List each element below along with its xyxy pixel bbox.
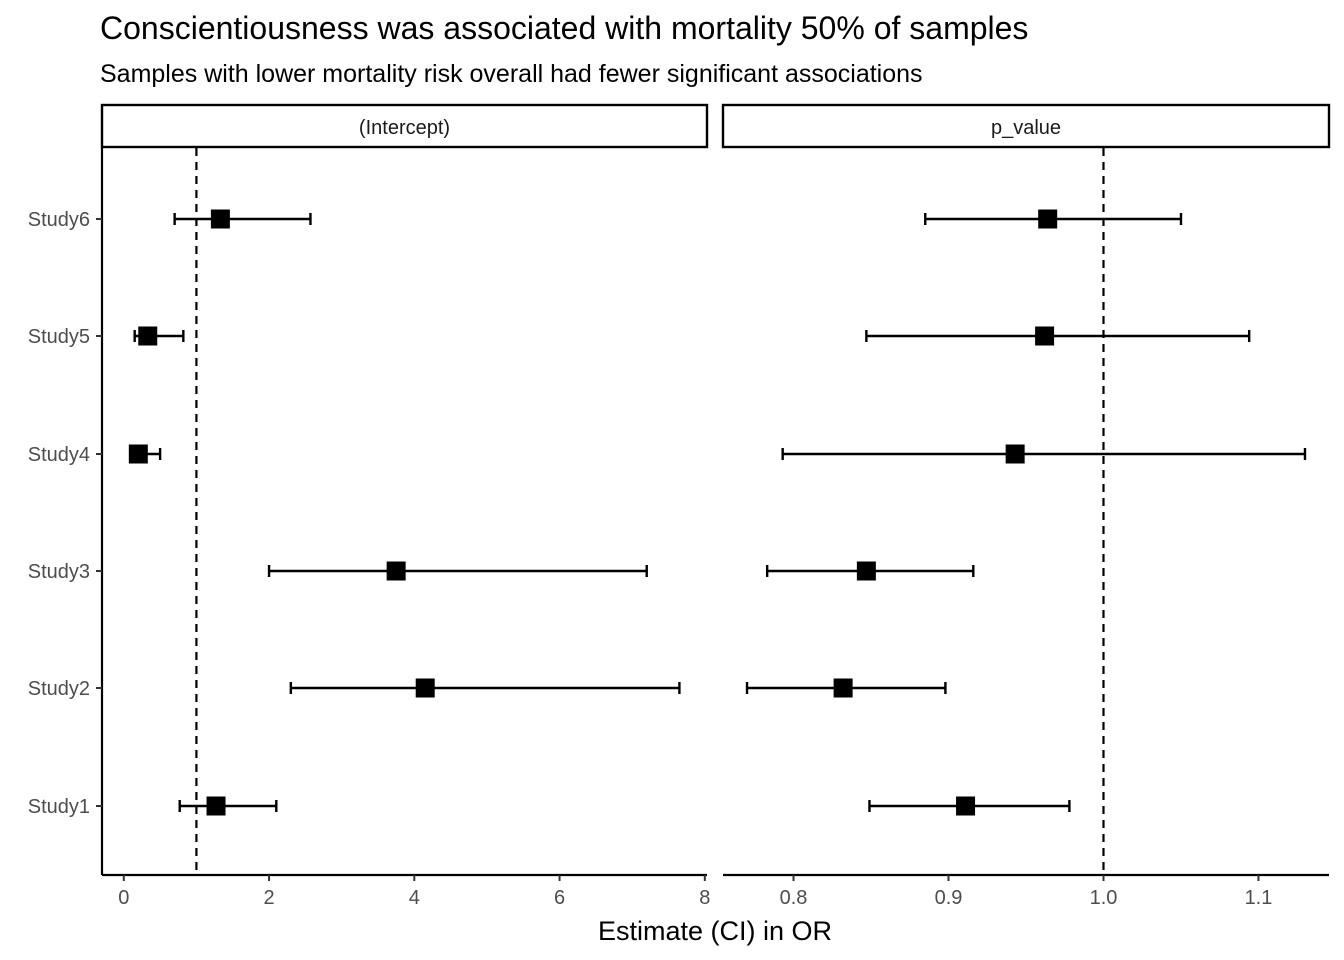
point-study2 (289, 678, 681, 698)
panel-2: p_value 0.8 0.9 1.0 1.1 (721, 103, 1331, 909)
x-axis-title: Estimate (CI) in OR (598, 916, 832, 946)
strip-box (721, 103, 1331, 149)
y-axis: Study1 Study2 Study3 Study4 Study5 Study6 (28, 148, 104, 875)
panel-1: (Intercept) 0 2 4 6 8 (100, 103, 710, 909)
estimate-marker (210, 209, 230, 229)
y-tick-label: Study6 (28, 209, 90, 231)
point-study6 (173, 209, 312, 229)
estimate-marker (206, 796, 226, 816)
panels: (Intercept) 0 2 4 6 8 p_value 0.8 0.9 1.0 1.1 (100, 103, 1331, 909)
x-tick-label: 0.9 (935, 887, 963, 909)
point-study4 (781, 444, 1307, 464)
point-study3 (765, 561, 975, 581)
point-study3 (267, 561, 648, 581)
y-tick-label: Study2 (28, 678, 90, 700)
estimate-marker (856, 561, 876, 581)
point-study5 (865, 326, 1251, 346)
estimate-marker (128, 444, 148, 464)
x-tick-label: 8 (699, 887, 710, 909)
estimate-marker (1038, 209, 1058, 229)
x-tick-label: 1.1 (1245, 887, 1273, 909)
strip-box (100, 103, 709, 149)
y-tick-label: Study3 (28, 561, 90, 583)
point-study4 (128, 444, 162, 464)
chart-title: Conscientiousness was associated with mo… (100, 10, 1028, 46)
point-study2 (745, 678, 947, 698)
y-tick-label: Study1 (28, 796, 90, 818)
point-study6 (924, 209, 1183, 229)
y-tick-label: Study4 (28, 444, 90, 466)
strip-label: p_value (991, 117, 1061, 139)
strip-label: (Intercept) (359, 117, 450, 139)
estimate-marker (138, 326, 158, 346)
point-study1 (868, 796, 1071, 816)
chart-subtitle: Samples with lower mortality risk overal… (100, 60, 923, 88)
x-tick-label: 1.0 (1090, 887, 1118, 909)
estimate-marker (1035, 326, 1055, 346)
estimate-marker (1005, 444, 1025, 464)
estimate-marker (833, 678, 853, 698)
point-study1 (178, 796, 278, 816)
x-tick-label: 2 (263, 887, 274, 909)
x-tick-label: 0 (118, 887, 129, 909)
estimate-marker (386, 561, 406, 581)
x-tick-label: 6 (554, 887, 565, 909)
x-tick-label: 4 (409, 887, 420, 909)
estimate-marker (415, 678, 435, 698)
point-study5 (133, 326, 185, 346)
y-tick-label: Study5 (28, 326, 90, 348)
estimate-marker (956, 796, 976, 816)
x-tick-label: 0.8 (780, 887, 808, 909)
